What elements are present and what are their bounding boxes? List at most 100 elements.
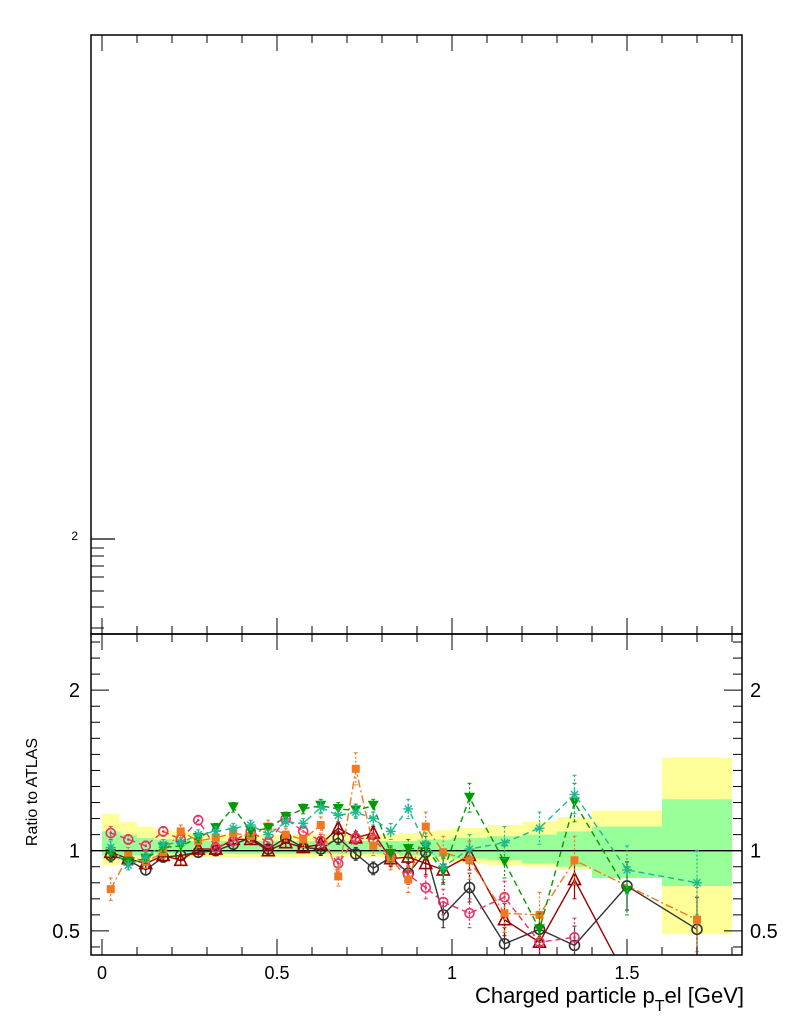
marker-star (464, 844, 475, 855)
x-axis-label-subscript: T (655, 998, 665, 1015)
marker-triangle-open (497, 910, 512, 926)
x-axis-label-tail: el [GeV] (665, 983, 744, 1008)
marker-circle-dot (315, 835, 327, 847)
star-stroke (439, 862, 448, 871)
marker-circle-dot (464, 907, 475, 919)
marker-ring (437, 896, 449, 908)
star-stroke (693, 878, 701, 887)
marker-square (316, 820, 325, 829)
marker-star (193, 829, 204, 840)
marker-circle-dot (157, 826, 169, 837)
x-axis-label-main: Charged particle p (475, 983, 655, 1008)
star-stroke (535, 824, 544, 833)
marker-square (500, 909, 509, 918)
marker-dot (144, 844, 148, 848)
marker-square (334, 872, 343, 881)
marker-ring (569, 932, 580, 943)
star-stroke (404, 804, 413, 813)
marker-star (385, 826, 396, 837)
x-tick-label: 1 (447, 963, 457, 983)
x-tick-label: 0.5 (264, 963, 289, 983)
marker-star (140, 852, 151, 863)
marker-dot (354, 836, 358, 840)
marker-ring (140, 840, 152, 852)
star-stroke (246, 821, 255, 829)
star-stroke (176, 838, 185, 847)
y-tick-label-right: 2 (750, 680, 761, 702)
marker-star (105, 842, 116, 853)
ratio-panel-axes: 0 0.5 1 1.5 0.5 0.5 1 1 2 2 (52, 634, 778, 983)
marker-triangle-down (245, 826, 257, 837)
marker-star (210, 826, 221, 837)
marker-dot (196, 818, 200, 822)
marker-dot (266, 841, 270, 844)
marker-square (106, 885, 115, 894)
marker-star (228, 823, 239, 834)
marker-triangle-open (400, 848, 416, 863)
marker-triangle-down (297, 803, 309, 814)
marker-star (368, 813, 379, 824)
marker-ring (420, 882, 432, 893)
marker-triangle-open (208, 840, 224, 855)
star-stroke (124, 861, 133, 870)
y-tick-label-left: 1 (69, 841, 80, 863)
top-panel-axes: 2 (71, 35, 733, 634)
star-stroke (194, 830, 203, 839)
star-stroke (316, 803, 325, 812)
marker-star (569, 789, 580, 800)
star-stroke (299, 819, 308, 828)
star-stroke (141, 853, 150, 862)
marker-triangle-open (418, 854, 434, 870)
marker-circle-dot (569, 932, 580, 943)
star-stroke (421, 840, 430, 849)
marker-circle-dot (350, 832, 362, 844)
star-stroke (281, 817, 290, 826)
marker-ring (192, 814, 204, 826)
marker-triangle-down (464, 792, 475, 803)
marker-square (176, 827, 185, 836)
marker-ring (105, 827, 117, 839)
y-tick-label-left: 2 (69, 680, 80, 702)
marker-dot (336, 862, 340, 865)
y-tick-label-left: 0.5 (52, 921, 80, 943)
marker-star (123, 860, 134, 871)
star-stroke (500, 838, 509, 847)
star-stroke (106, 843, 115, 852)
marker-dot (573, 936, 576, 939)
marker-dot (319, 839, 323, 843)
x-tick-label: 1.5 (614, 963, 639, 983)
marker-dot (109, 831, 113, 835)
marker-triangle-open (313, 835, 329, 851)
y-axis-label: Ratio to ATLAS (24, 738, 41, 846)
marker-ring (350, 832, 362, 844)
marker-dot (161, 830, 165, 833)
marker-circle-open (367, 862, 380, 875)
marker-triangle-open (278, 833, 294, 849)
marker-square (124, 851, 133, 860)
marker-circle-dot (105, 827, 117, 839)
marker-star (420, 839, 431, 850)
marker-circle-dot (437, 896, 449, 908)
marker-star (692, 877, 702, 888)
marker-circle-dot (420, 882, 432, 893)
marker-triangle-open (260, 841, 276, 857)
marker-ring (122, 834, 134, 845)
marker-triangle-open (190, 840, 206, 855)
star-stroke (570, 790, 579, 799)
marker-dot (371, 838, 375, 841)
series-line (110, 793, 698, 884)
inner-band-segment (522, 834, 557, 864)
star-stroke (623, 865, 631, 874)
top-panel: 2 (71, 34, 743, 635)
marker-triangle-down (534, 924, 545, 935)
marker-triangle-down (499, 856, 510, 867)
marker-square (299, 835, 308, 844)
marker-star (333, 810, 344, 821)
marker-star (534, 823, 545, 834)
star-stroke (334, 811, 343, 820)
marker-square (404, 875, 413, 884)
marker-square (421, 822, 430, 831)
top-panel-frame (90, 34, 743, 635)
marker-square (693, 915, 701, 924)
